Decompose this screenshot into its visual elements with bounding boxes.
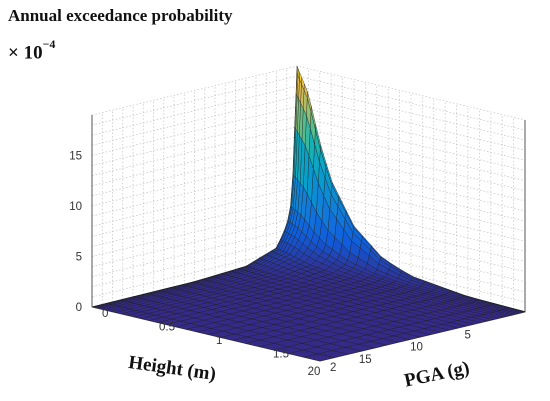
y-tick-label: 1.5 [273,349,289,361]
z-scale-factor: × 10−4 [8,37,56,64]
z-scale-prefix: × 10 [8,42,43,64]
z-tick-label: 15 [69,150,82,162]
y-tick-label: 2 [330,362,336,374]
surface-patch [296,65,298,74]
x-tick-label: 20 [308,366,321,378]
z-tick-label: 0 [76,302,82,314]
x-tick-label: 15 [359,354,372,366]
x-tick-label: 5 [465,329,471,341]
surface-layer [91,65,526,362]
z-scale-exponent: −4 [42,37,56,51]
y-tick-label: 0 [102,308,108,320]
y-tick-label: 0.5 [159,322,175,334]
z-tick-label: 5 [76,251,82,263]
tick-layer: 0 5 10 15 5 10 15 20 0 0.5 1 1.5 2 [69,150,471,378]
chart-title: Annual exceedance probability [8,6,233,25]
x-tick-label: 10 [410,342,423,354]
z-tick-label: 10 [69,201,82,213]
y-tick-label: 1 [216,335,222,347]
